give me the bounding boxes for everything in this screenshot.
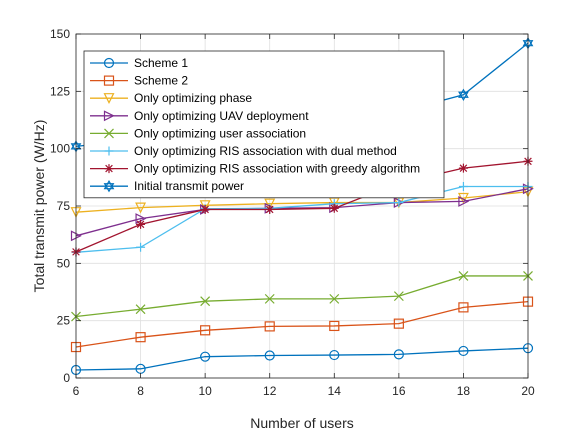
x-tick-label: 8	[137, 384, 144, 398]
y-tick-label: 0	[63, 371, 70, 385]
legend-item: Only optimizing UAV deployment	[90, 109, 309, 123]
series-line	[75, 275, 528, 318]
axis-ticks: 6 8 10 12 14 16 18 20 0 25 50 75 100 125 150	[50, 27, 535, 398]
x-tick-label: 16	[392, 384, 406, 398]
data-point	[394, 198, 404, 208]
data-point	[104, 128, 114, 139]
legend-label: Only optimizing phase	[134, 91, 252, 105]
legend-label: Only optimizing RIS association with gre…	[134, 162, 420, 176]
x-tick-label: 12	[263, 384, 277, 398]
data-point	[458, 91, 469, 101]
y-tick-label: 100	[50, 142, 70, 156]
legend-label: Scheme 1	[134, 56, 188, 70]
data-point	[458, 182, 468, 192]
data-point	[458, 302, 469, 313]
legend-box	[83, 50, 445, 199]
x-tick-label: 10	[198, 384, 212, 398]
data-point	[135, 332, 146, 343]
legend-label: Scheme 2	[134, 74, 188, 88]
data-point	[103, 110, 115, 122]
data-point	[135, 202, 147, 214]
data-point	[103, 57, 115, 69]
data-point	[199, 200, 211, 212]
legend-label: Only optimizing user association	[134, 126, 306, 140]
legend-label: Initial transmit power	[134, 179, 244, 193]
series-line	[75, 185, 528, 253]
data-point	[264, 350, 275, 361]
data-point	[329, 320, 340, 332]
series-5	[71, 271, 533, 322]
y-axis-label: Total transmit power (W/Hz)	[31, 120, 47, 293]
y-tick-label: 75	[57, 199, 71, 213]
data-point	[265, 204, 275, 214]
legend-label: Only optimizing RIS association with dua…	[134, 144, 397, 158]
data-point	[103, 179, 115, 190]
data-point	[393, 349, 404, 360]
legend-item: Only optimizing RIS association with dua…	[90, 144, 397, 158]
data-point	[200, 351, 211, 362]
data-point	[264, 321, 275, 332]
x-tick-label: 14	[328, 384, 342, 398]
series-line	[75, 347, 529, 371]
series-line	[75, 160, 529, 253]
legend-item: Only optimizing RIS association with gre…	[90, 162, 420, 176]
x-tick-label: 20	[521, 384, 535, 398]
data-point	[458, 88, 469, 98]
legend-item: Scheme 2	[90, 74, 188, 88]
data-point	[458, 163, 468, 173]
series-2	[70, 296, 534, 353]
data-point	[458, 345, 469, 357]
y-tick-label: 25	[57, 314, 71, 328]
series-line	[75, 188, 529, 237]
data-point	[200, 204, 210, 214]
data-point	[264, 198, 276, 210]
data-point	[104, 164, 114, 174]
y-tick-label: 125	[50, 84, 70, 98]
legend-item: Only optimizing user association	[90, 126, 306, 140]
data-point	[264, 293, 275, 304]
data-point	[200, 296, 211, 307]
legend-item: Only optimizing phase	[90, 91, 252, 105]
data-point	[329, 203, 339, 213]
data-point	[329, 293, 340, 304]
legend-label: Only optimizing UAV deployment	[134, 109, 309, 123]
data-point	[458, 271, 469, 281]
y-tick-label: 50	[57, 256, 71, 270]
data-point	[136, 219, 146, 229]
data-point	[200, 325, 211, 336]
legend-item: Initial transmit power	[90, 179, 244, 193]
data-point	[104, 146, 114, 156]
legend-item: Scheme 1	[90, 56, 188, 70]
data-point	[136, 242, 146, 252]
series-line	[75, 300, 529, 348]
data-point	[329, 349, 340, 361]
y-tick-label: 150	[50, 27, 70, 41]
data-point	[103, 93, 115, 105]
x-tick-label: 6	[73, 384, 80, 398]
data-point	[103, 183, 115, 193]
x-axis-label: Number of users	[250, 415, 353, 431]
data-point	[393, 318, 404, 329]
data-point	[393, 291, 404, 302]
legend: Scheme 1 Scheme 2 Only optimizing phase Onl…	[83, 50, 445, 199]
series-line	[75, 191, 529, 213]
x-tick-label: 18	[457, 384, 471, 398]
data-point	[135, 304, 146, 315]
data-point	[103, 75, 115, 86]
data-point	[458, 195, 470, 207]
